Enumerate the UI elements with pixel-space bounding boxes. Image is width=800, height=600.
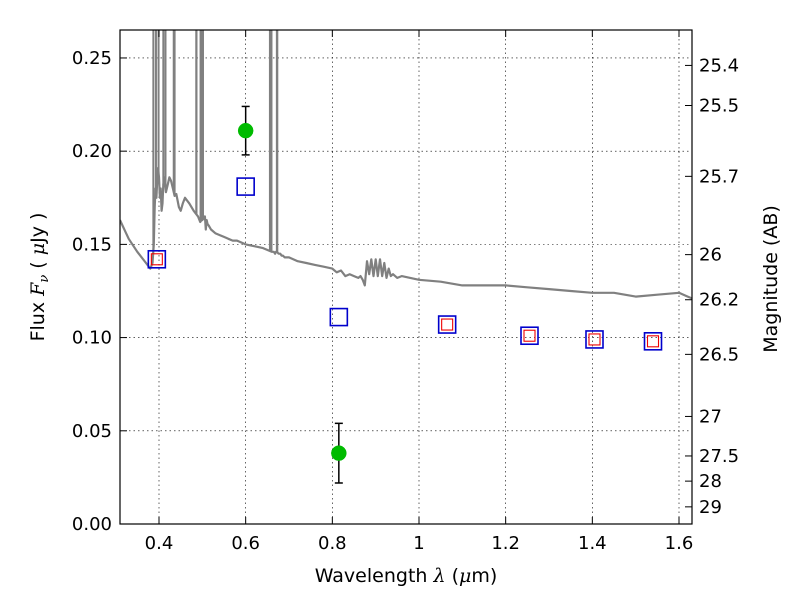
model-point [643, 332, 663, 351]
x-tick-label: 1.4 [578, 533, 607, 554]
x-axis-title-text: Wavelength [315, 565, 428, 587]
y-axis-title: Flux Fν ( μJy ) [27, 213, 52, 342]
y-axis-unit-rest: Jy ) [27, 213, 49, 244]
y2-tick-label: 28 [699, 471, 722, 492]
axis-ticks: 0.4 0.6 0.8 1 1.2 1.4 1.6 0.00 0.05 0.10 0.15 0.20 0… [72, 30, 739, 554]
y-axis-unit-open: ( [27, 261, 49, 268]
y-tick-label: 0.00 [72, 514, 112, 535]
x-tick-label: 1 [413, 533, 424, 554]
x-tick-label: 0.4 [145, 533, 174, 554]
x-axis-unit-mu: μ [459, 565, 471, 587]
y2-tick-label: 27.5 [699, 446, 739, 467]
y2-tick-label: 25.4 [699, 55, 739, 76]
y-tick-label: 0.25 [72, 48, 112, 69]
y-axis-subscript: ν [37, 275, 52, 283]
y-axis-title-text: Flux [27, 302, 49, 342]
sed-model-line [120, 166, 692, 300]
model-point [437, 315, 457, 334]
y2-tick-label: 26.5 [699, 344, 739, 365]
y-tick-label: 0.20 [72, 141, 112, 162]
model-point-inner [523, 329, 536, 342]
model-point [585, 330, 604, 349]
observed-point [237, 122, 254, 139]
x-axis-title: Wavelength λ (μm) [315, 565, 498, 587]
x-tick-label: 1.6 [665, 533, 694, 554]
y2-tick-label: 26 [699, 245, 722, 266]
model-point [329, 307, 349, 327]
model-point [236, 177, 255, 196]
observed-point [331, 445, 347, 461]
y2-tick-label: 27 [699, 406, 722, 427]
x-tick-label: 0.6 [231, 533, 260, 554]
y2-axis-title: Magnitude (AB) [760, 205, 782, 353]
y-tick-label: 0.10 [72, 328, 112, 349]
model-point [520, 326, 539, 346]
model-point-inner [588, 333, 601, 346]
y2-tick-label: 29 [699, 497, 722, 518]
y2-tick-label: 25.5 [699, 95, 739, 116]
x-axis-lambda: λ [432, 565, 445, 587]
model-point-inner [441, 318, 454, 331]
y-tick-label: 0.15 [72, 234, 112, 255]
model-point-inner [646, 335, 660, 348]
y2-tick-label: 25.7 [699, 166, 739, 187]
model-point-inner [150, 253, 163, 266]
model-point [147, 249, 167, 269]
y-tick-label: 0.05 [72, 421, 112, 442]
y2-tick-label: 26.2 [699, 290, 739, 311]
plot-frame [119, 29, 693, 525]
data-layer [120, 30, 692, 484]
x-tick-label: 1.2 [491, 533, 520, 554]
y-axis-symbol: F [27, 282, 49, 297]
x-tick-label: 0.8 [318, 533, 347, 554]
y-axis-unit-mu: μ [27, 243, 49, 255]
x-axis-unit-rest: m) [471, 565, 497, 587]
x-axis-unit-open: ( [452, 565, 459, 587]
